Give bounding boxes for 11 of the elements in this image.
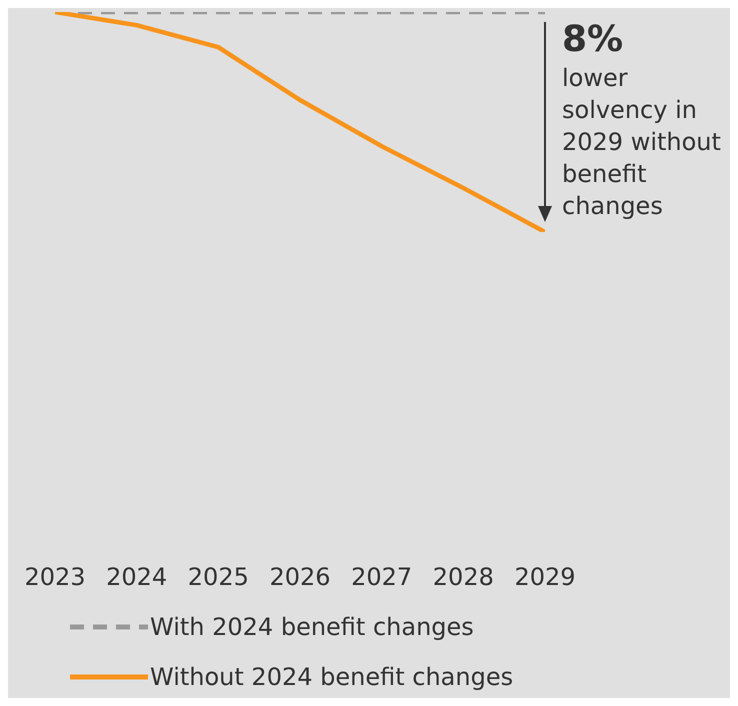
legend-label: Without 2024 benefit changes (150, 663, 514, 691)
x-tick-label: 2028 (432, 563, 494, 591)
x-tick-label: 2025 (188, 563, 249, 591)
annotation: 8% (562, 18, 624, 62)
x-tick-label: 2029 (514, 563, 576, 591)
legend-label: With 2024 benefit changes (150, 613, 474, 641)
annotation: lower solvency in 2029 without benefit changes (562, 63, 722, 222)
x-tick-label: 2023 (24, 563, 86, 591)
x-tick-label: 2024 (106, 563, 168, 591)
x-tick-label: 2026 (269, 563, 331, 591)
x-tick-label: 2027 (351, 563, 412, 591)
